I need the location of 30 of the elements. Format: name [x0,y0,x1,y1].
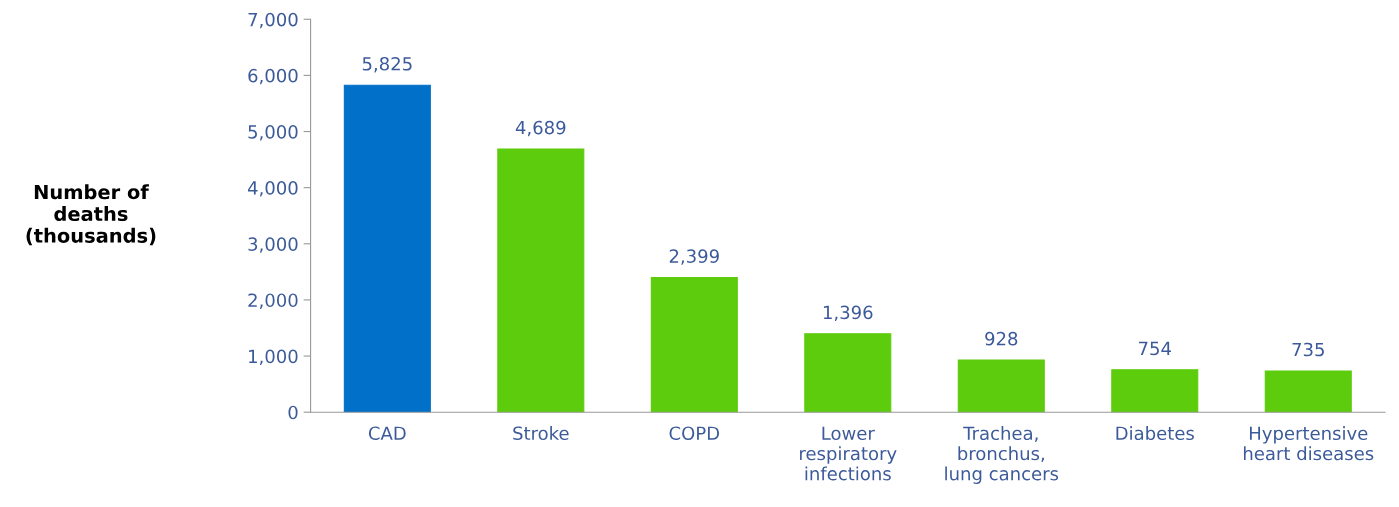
y-tick-label: 4,000 [247,181,298,197]
data-label: 4,689 [515,120,566,137]
x-tick-label: COPD [669,426,720,441]
bar [957,359,1045,413]
x-tick-label: Stroke [513,426,569,441]
y-tick-label: 1,000 [249,349,298,366]
y-tick-label: 2,000 [248,293,298,309]
data-label: 1,396 [823,305,873,322]
x-tick-label: Hypertensive heart diseases [1243,426,1374,461]
data-label: 754 [1139,341,1171,356]
bar [1111,369,1199,413]
y-tick-label: 6,000 [248,68,298,85]
x-tick-label: CAD [368,426,406,441]
y-axis-title: Number of deaths (thousands) [26,184,156,246]
bar [804,333,892,413]
bar [1264,370,1352,413]
data-label: 2,399 [669,249,719,265]
bar [650,276,738,413]
y-tick-label: 5,000 [248,124,298,141]
y-tick-label: 3,000 [248,237,298,253]
y-tick-label: 0 [288,405,298,420]
bar [343,84,431,413]
x-tick-label: Trachea, bronchus, lung cancers [945,426,1059,484]
x-tick-label: Lower respiratory infections [800,426,897,481]
data-label: 928 [985,331,1018,346]
x-tick-label: Diabetes [1116,426,1194,441]
bar [497,148,585,413]
data-label: 5,825 [362,56,412,73]
y-tick-label: 7,000 [248,12,298,29]
data-label: 735 [1292,342,1324,357]
